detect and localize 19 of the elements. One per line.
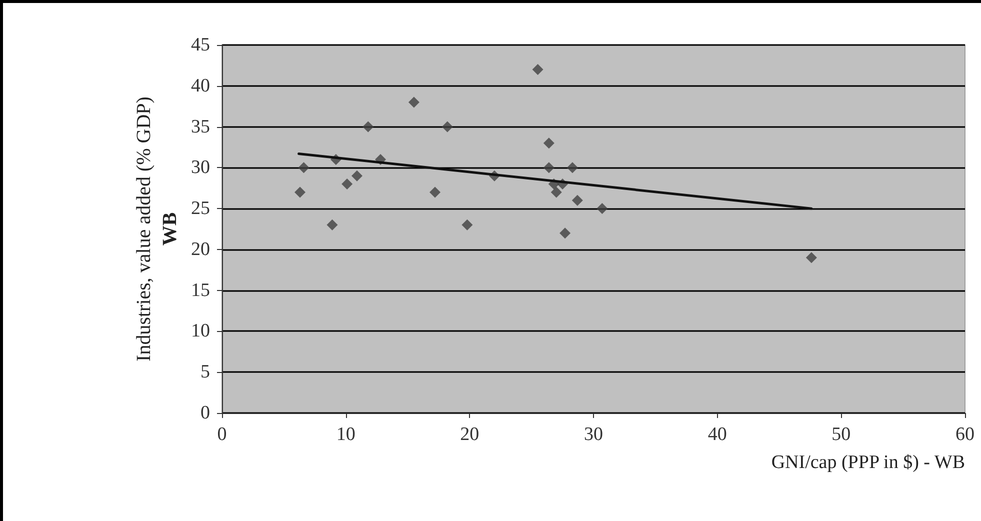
- x-tick-label: 0: [217, 424, 227, 445]
- x-axis-title: GNI/cap (PPP in $) - WB: [771, 452, 965, 473]
- y-tick-label: 5: [200, 362, 210, 383]
- y-tick-label: 0: [200, 402, 210, 424]
- y-tick-label: 40: [191, 75, 210, 96]
- y-tick-label: 30: [191, 157, 210, 178]
- y-tick-label: 15: [191, 280, 210, 301]
- y-tick-label: 45: [191, 34, 210, 56]
- y-tick-label: 35: [191, 116, 210, 138]
- y-tick-label: 10: [191, 320, 210, 342]
- y-tick-label: 25: [191, 198, 210, 220]
- y-tick-label: 20: [191, 238, 210, 260]
- x-tick-label: 20: [460, 424, 480, 445]
- x-tick-label: 40: [708, 424, 727, 445]
- x-tick-label: 30: [584, 424, 603, 445]
- x-tick-label: 10: [336, 424, 356, 445]
- y-axis-title: Industries, value added (% GDP) WB: [133, 96, 182, 362]
- x-tick-label: 50: [832, 424, 851, 445]
- x-tick-label: 60: [956, 424, 974, 445]
